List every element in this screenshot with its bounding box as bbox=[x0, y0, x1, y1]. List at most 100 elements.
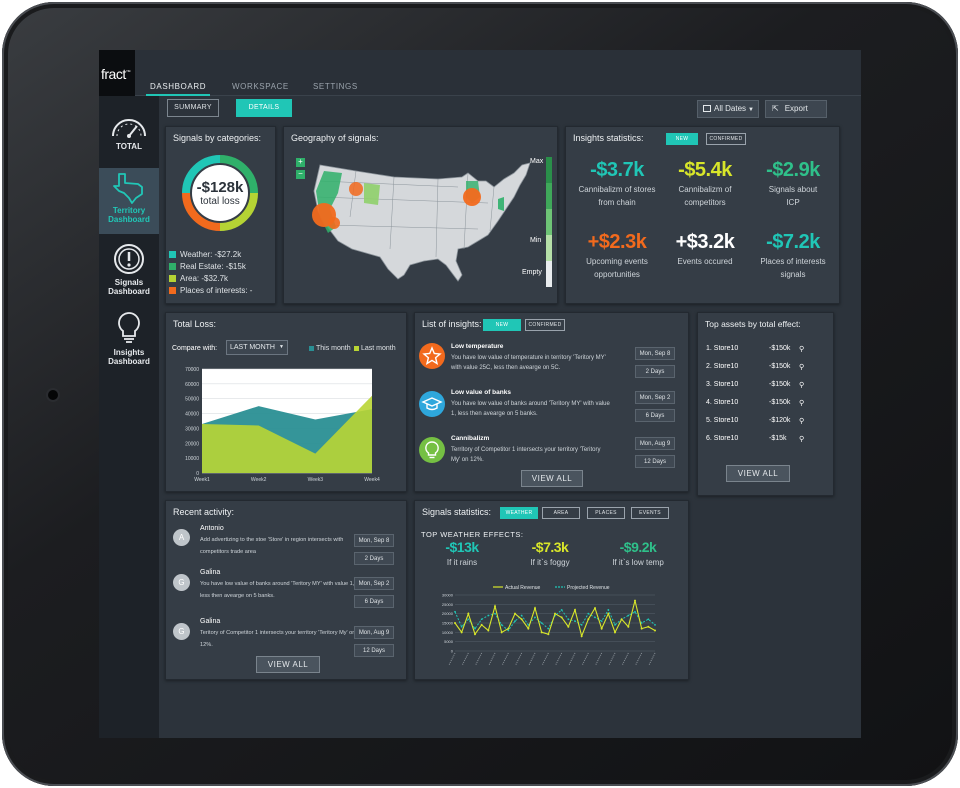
stat-events-occured: +$3.2k Events occured bbox=[675, 231, 735, 266]
projected-point bbox=[487, 614, 490, 617]
insight-desc: Territory of Competitor 1 intersects you… bbox=[451, 447, 601, 463]
x-tick-mark bbox=[528, 652, 536, 666]
projected-point bbox=[587, 612, 590, 615]
x-tick-mark bbox=[515, 652, 523, 666]
actual-point bbox=[647, 625, 650, 628]
insight-title: Low value of banks bbox=[451, 389, 511, 396]
scale-min-label: Min bbox=[530, 237, 542, 244]
insights-list-confirmed-toggle[interactable]: CONFIRMED bbox=[525, 319, 565, 331]
effect-fog: -$7.3k If it`s foggy bbox=[530, 539, 570, 567]
activity-desc: Add advertizing to the stoe 'Store' in r… bbox=[200, 537, 344, 555]
date-filter-dropdown[interactable]: All Dates ▼ bbox=[697, 100, 759, 118]
x-tick-label: Week4 bbox=[364, 477, 380, 483]
tab-weather[interactable]: WEATHER bbox=[500, 507, 538, 519]
actual-point bbox=[520, 618, 523, 621]
sidebar: TOTAL Territory Dashboard Signals Dashbo… bbox=[99, 96, 159, 738]
export-label: Export bbox=[784, 104, 808, 113]
sidebar-item-territory[interactable]: Territory Dashboard bbox=[99, 168, 159, 234]
activity-date: Mon, Aug 9 bbox=[354, 626, 394, 639]
avatar: G bbox=[173, 574, 190, 591]
activity-date: Mon, Sep 8 bbox=[354, 534, 394, 547]
actual-point bbox=[487, 629, 490, 632]
total-loss-value: -$128k bbox=[196, 179, 244, 196]
zoom-in-button[interactable]: + bbox=[296, 158, 305, 167]
total-loss-title: Total Loss: bbox=[173, 319, 217, 329]
insights-stats-confirmed-toggle[interactable]: CONFIRMED bbox=[706, 133, 746, 145]
projected-point bbox=[574, 620, 576, 623]
activity-user: Antonio bbox=[200, 525, 224, 532]
sidebar-item-signals[interactable]: Signals Dashboard bbox=[99, 240, 159, 304]
export-button[interactable]: ⇱ Export bbox=[765, 100, 827, 118]
actual-point bbox=[607, 612, 610, 615]
top-nav: DASHBOARD WORKSPACE SETTINGS bbox=[135, 50, 861, 96]
details-button[interactable]: DETAILS bbox=[236, 99, 292, 117]
zoom-out-button[interactable]: − bbox=[296, 170, 305, 179]
categories-title: Signals by categories: bbox=[173, 133, 262, 143]
y-tick-label: 0 bbox=[451, 649, 454, 654]
stat-upcoming-events: +$2.3k Upcoming events opportunities bbox=[586, 231, 648, 279]
insights-list-title: List of insights: bbox=[422, 319, 482, 329]
projected-point bbox=[560, 609, 563, 611]
tab-workspace[interactable]: WORKSPACE bbox=[232, 82, 289, 91]
legend-swatch bbox=[354, 346, 359, 351]
projected-point bbox=[607, 609, 610, 611]
tab-dashboard[interactable]: DASHBOARD bbox=[145, 82, 211, 96]
y-tick-label: 60000 bbox=[185, 382, 199, 388]
actual-point bbox=[500, 631, 503, 634]
tab-events[interactable]: EVENTS bbox=[631, 507, 669, 519]
sidebar-item-total[interactable]: TOTAL bbox=[99, 106, 159, 164]
projected-point bbox=[640, 622, 643, 624]
actual-point bbox=[554, 612, 556, 615]
sidebar-item-insights[interactable]: Insights Dashboard bbox=[99, 308, 159, 374]
pin-icon: ⚲ bbox=[799, 382, 805, 389]
summary-button[interactable]: SUMMARY bbox=[167, 99, 219, 117]
star-icon bbox=[419, 343, 445, 369]
activity-days: 12 Days bbox=[354, 644, 394, 657]
compare-select[interactable]: LAST MONTH ▼ bbox=[226, 340, 288, 355]
actual-point bbox=[600, 627, 603, 630]
actual-point bbox=[547, 633, 550, 636]
actual-point bbox=[594, 607, 596, 610]
avatar: A bbox=[173, 529, 190, 546]
y-tick-label: 30000 bbox=[185, 426, 199, 432]
x-tick-mark bbox=[648, 652, 656, 666]
tab-places[interactable]: PLACES bbox=[587, 507, 625, 519]
compare-label: Compare with: bbox=[172, 345, 218, 352]
tab-area[interactable]: AREA bbox=[542, 507, 580, 519]
actual-point bbox=[654, 629, 656, 632]
activity-days: 6 Days bbox=[354, 595, 394, 608]
y-tick-label: 20000 bbox=[442, 611, 454, 616]
activity-desc: You have low value of banks around 'Teri… bbox=[200, 581, 355, 599]
insights-stats-new-toggle[interactable]: NEW bbox=[666, 133, 698, 145]
tab-settings[interactable]: SETTINGS bbox=[313, 82, 358, 91]
legend-last-month: Last month bbox=[354, 345, 396, 352]
actual-point bbox=[567, 625, 570, 628]
x-tick-mark bbox=[488, 652, 496, 666]
insights-view-all-button[interactable]: VIEW ALL bbox=[521, 470, 583, 487]
actual-point bbox=[560, 616, 563, 619]
actual-point bbox=[534, 607, 536, 610]
insights-list-new-toggle[interactable]: NEW bbox=[483, 319, 521, 331]
projected-point bbox=[547, 627, 550, 630]
graduation-cap-icon bbox=[419, 391, 445, 417]
app-screen: fract™ DASHBOARD WORKSPACE SETTINGS TOTA… bbox=[99, 50, 861, 738]
x-tick-mark bbox=[475, 652, 483, 666]
pin-icon: ⚲ bbox=[799, 436, 805, 443]
recent-activity-title: Recent activity: bbox=[173, 507, 235, 517]
activity-view-all-button[interactable]: VIEW ALL bbox=[256, 656, 320, 673]
stat-icp-signals: -$2.9k Signals about ICP bbox=[766, 159, 820, 207]
actual-point bbox=[620, 618, 623, 621]
activity-date: Mon, Sep 2 bbox=[354, 577, 394, 590]
assets-view-all-button[interactable]: VIEW ALL bbox=[726, 465, 790, 482]
x-tick-mark bbox=[568, 652, 576, 666]
app-logo[interactable]: fract™ bbox=[99, 50, 135, 96]
projected-point bbox=[600, 620, 603, 623]
actual-point bbox=[480, 623, 483, 626]
insight-date: Mon, Sep 8 bbox=[635, 347, 675, 360]
actual-point bbox=[507, 627, 510, 630]
y-tick-label: 25000 bbox=[442, 602, 454, 607]
scale-max-label: Max bbox=[530, 158, 544, 165]
y-tick-label: 5000 bbox=[444, 639, 454, 644]
x-tick-mark bbox=[581, 652, 589, 666]
projected-point bbox=[520, 614, 523, 617]
